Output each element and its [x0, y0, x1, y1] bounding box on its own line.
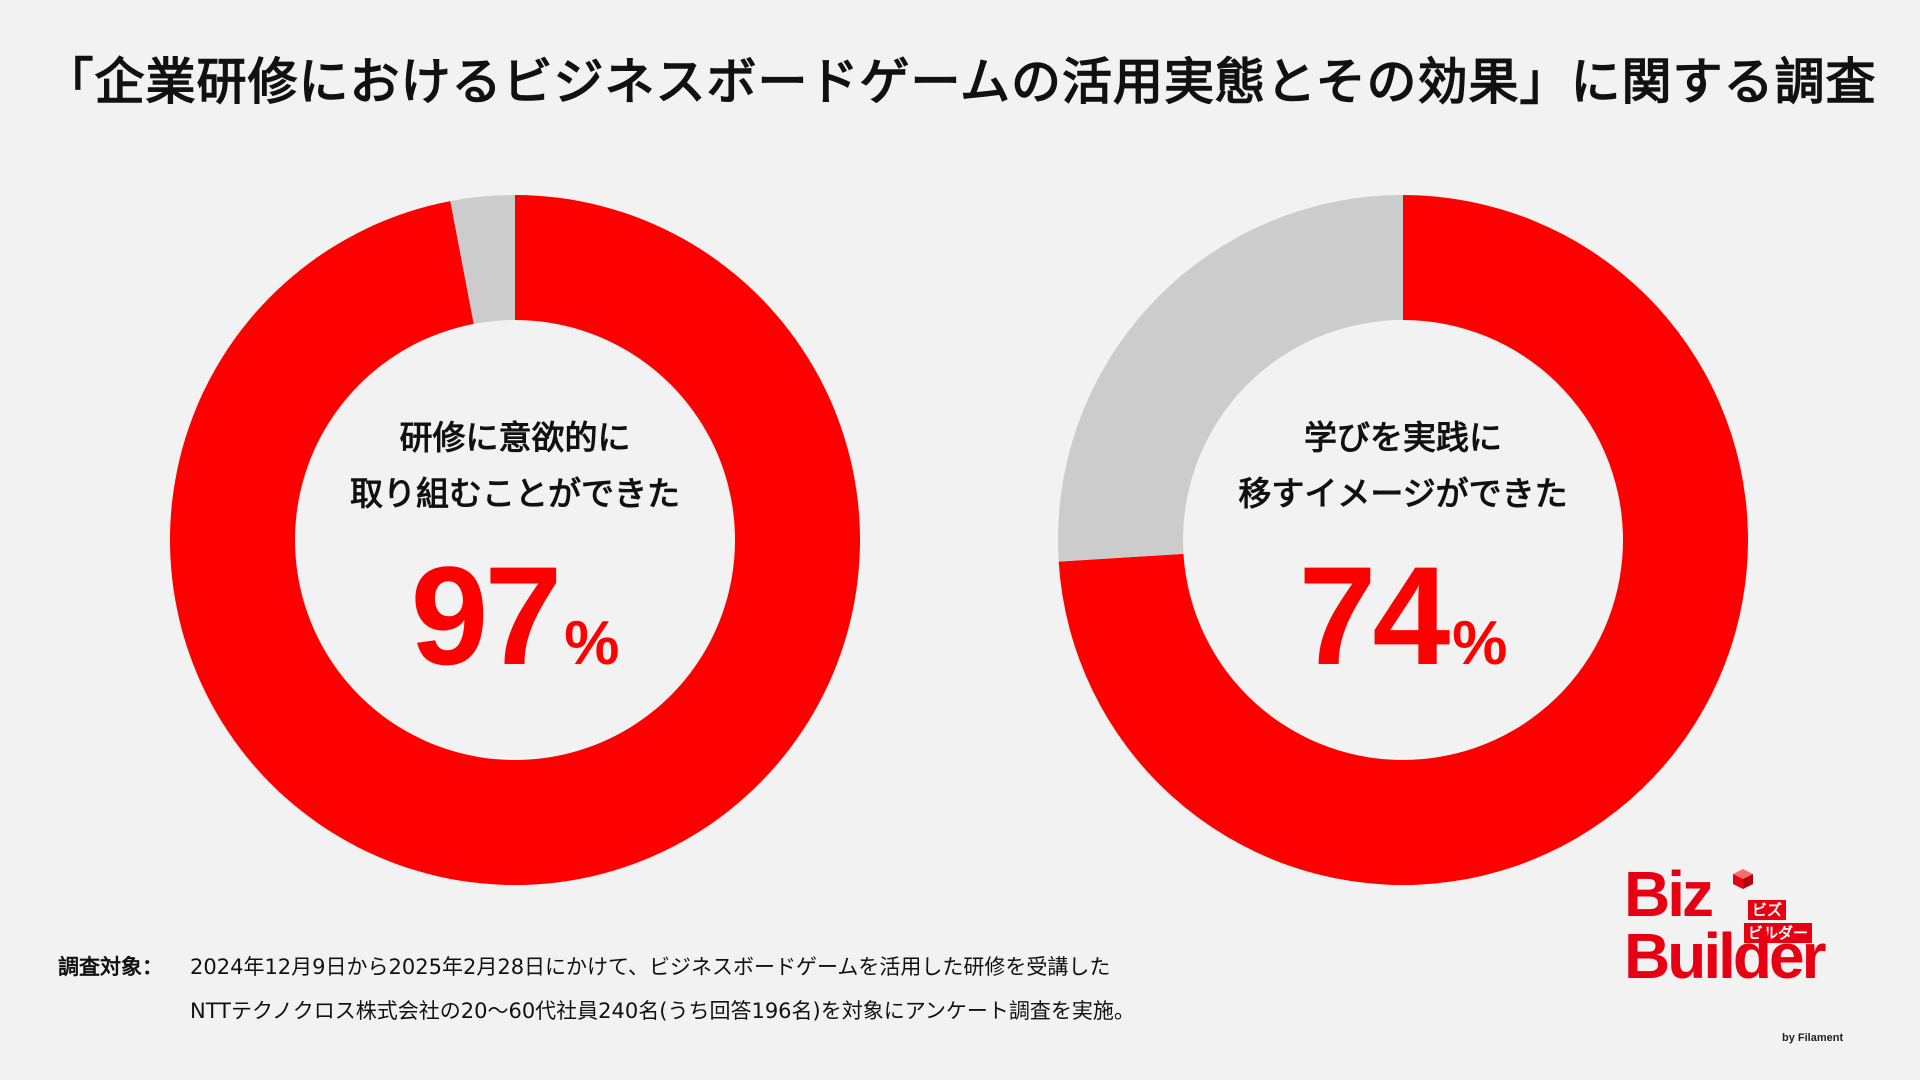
chart-value: 74%	[1153, 535, 1653, 697]
bizbuilder-logo: Biz ビズ ビルダー Builder by Filament	[1620, 862, 1870, 1052]
footnote-line-2: NTTテクノクロス株式会社の20～60代社員240名(うち回答196名)を対象に…	[190, 999, 1135, 1023]
footnote-line-1: 2024年12月9日から2025年2月28日にかけて、ビジネスボードゲームを活用…	[190, 955, 1111, 979]
chart-value-unit: %	[1452, 609, 1508, 678]
donut-chart-motivation: 研修に意欲的に 取り組むことができた 97%	[170, 195, 860, 885]
footnote-label: 調査対象：	[58, 955, 163, 979]
page-title: 「企業研修におけるビジネスボードゲームの活用実態とその効果」に関する調査	[43, 53, 1877, 111]
donut-slice-positive	[170, 195, 860, 885]
logo-text-builder: Builder	[1624, 920, 1826, 992]
chart-value-number: 97	[410, 537, 563, 694]
donut-chart-svg	[170, 195, 860, 885]
chart-value: 97%	[265, 535, 765, 697]
donut-slice-remainder	[450, 195, 515, 324]
chart-value-unit: %	[564, 609, 620, 678]
donut-slice-positive	[1058, 195, 1748, 885]
chart-label: 学びを実践に 移すイメージができた	[1238, 418, 1568, 513]
logo-kana-biz: ビズ	[1748, 900, 1787, 920]
logo-kana-builder: ビルダー	[1744, 923, 1813, 943]
donut-slice-remainder	[1058, 195, 1403, 562]
donut-chart-practice: 学びを実践に 移すイメージができた 74%	[1058, 195, 1748, 885]
logo-text-biz: Biz	[1624, 858, 1714, 930]
logo-byline: by Filament	[1782, 1032, 1844, 1044]
survey-footnote: 調査対象： 2024年12月9日から2025年2月28日にかけて、ビジネスボードゲ…	[58, 945, 1135, 1033]
cube-icon	[1733, 869, 1753, 889]
chart-label: 研修に意欲的に 取り組むことができた	[350, 418, 680, 513]
chart-value-number: 74	[1298, 537, 1451, 694]
donut-chart-svg	[1058, 195, 1748, 885]
